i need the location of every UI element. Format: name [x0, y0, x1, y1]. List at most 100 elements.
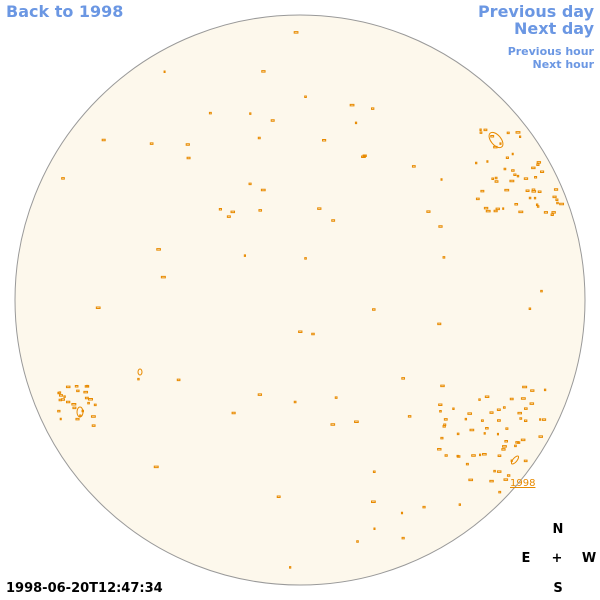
contour	[270, 119, 275, 122]
contour	[249, 112, 252, 115]
contour	[517, 411, 522, 415]
contour	[502, 207, 505, 210]
contour	[536, 205, 540, 208]
contour	[258, 209, 263, 212]
contour	[101, 138, 106, 142]
contour	[362, 154, 367, 157]
contour	[478, 398, 481, 401]
compass-south: S	[553, 581, 563, 596]
contour	[519, 135, 522, 138]
timestamp: 1998-06-20T12:47:34	[6, 581, 163, 596]
contour	[502, 445, 507, 448]
contour	[317, 207, 322, 210]
contour	[499, 142, 502, 145]
compass-west: W	[581, 551, 597, 566]
contour	[90, 415, 96, 418]
contour	[495, 207, 500, 211]
contour	[401, 377, 406, 380]
contour	[522, 385, 528, 389]
region-label[interactable]: 1998	[510, 478, 536, 489]
contour	[443, 418, 448, 421]
contour	[411, 165, 416, 168]
contour	[458, 503, 461, 506]
contour	[555, 198, 559, 201]
contour	[471, 454, 476, 457]
contour	[479, 131, 483, 134]
contour	[439, 410, 442, 413]
contour	[185, 143, 190, 146]
contour	[516, 174, 520, 178]
contour	[93, 403, 97, 407]
contour	[243, 254, 246, 257]
contour	[551, 211, 556, 214]
previous-hour-link[interactable]: Previous hour	[507, 45, 594, 58]
contour	[354, 420, 359, 423]
contour	[407, 415, 412, 418]
contour	[528, 307, 532, 311]
contour	[523, 459, 528, 463]
contour	[72, 406, 77, 410]
contour	[373, 527, 376, 530]
contour	[226, 215, 231, 218]
contour	[540, 170, 545, 173]
contour	[479, 128, 482, 131]
contour	[506, 131, 510, 135]
contour	[520, 438, 526, 442]
solar-disk	[14, 14, 586, 586]
contour	[186, 156, 191, 160]
contour	[298, 330, 303, 333]
contour	[497, 419, 501, 422]
contour	[74, 385, 79, 388]
contour	[468, 478, 474, 482]
contour	[153, 465, 159, 469]
contours	[57, 31, 565, 569]
contour	[496, 432, 499, 436]
contour	[536, 161, 542, 164]
contour	[469, 428, 475, 432]
contour	[440, 178, 443, 181]
contour	[485, 209, 491, 213]
contour	[330, 423, 336, 426]
contour	[482, 453, 487, 456]
contour	[465, 462, 469, 466]
contour	[497, 454, 502, 457]
next-hour-link[interactable]: Next hour	[532, 58, 595, 71]
contour	[58, 394, 63, 397]
contour	[331, 219, 336, 222]
contour	[334, 396, 338, 399]
contour	[65, 385, 71, 389]
contour	[467, 412, 473, 415]
contour	[371, 500, 376, 503]
contour	[493, 469, 496, 473]
contour	[422, 505, 426, 509]
contour	[538, 435, 543, 438]
contour	[372, 308, 376, 311]
contour	[529, 402, 535, 405]
contour	[354, 121, 358, 125]
contour	[543, 388, 547, 392]
contour	[490, 135, 495, 138]
contour	[510, 455, 520, 465]
contour	[523, 419, 528, 422]
back-link[interactable]: Back to 1998	[6, 2, 124, 21]
contour	[503, 478, 509, 481]
contour	[440, 436, 444, 440]
contour	[486, 160, 489, 163]
contour	[426, 210, 431, 213]
previous-day-link[interactable]: Previous day	[477, 2, 594, 21]
contour	[440, 384, 445, 388]
contour	[505, 427, 509, 430]
contour	[61, 177, 65, 180]
contour	[437, 448, 442, 451]
contour	[293, 31, 299, 34]
contour	[83, 390, 89, 394]
contour	[230, 210, 236, 214]
contour	[163, 70, 166, 74]
contour	[523, 177, 529, 180]
contour	[95, 306, 101, 310]
next-day-link[interactable]: Next day	[514, 19, 594, 38]
contour	[531, 188, 536, 192]
contour	[370, 107, 375, 110]
contour	[525, 189, 530, 192]
